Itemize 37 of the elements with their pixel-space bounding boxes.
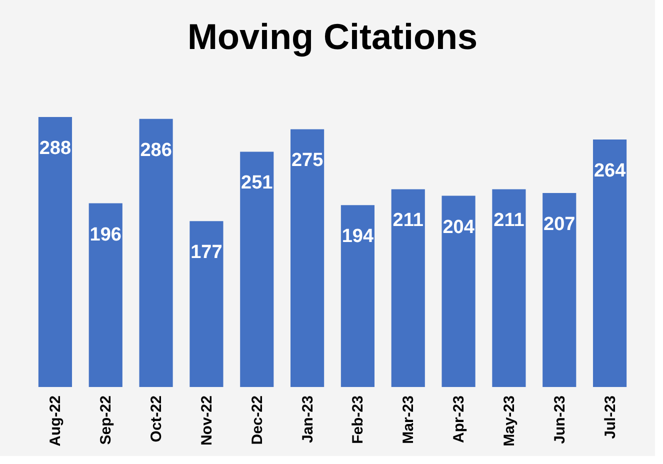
bar (391, 189, 425, 387)
x-tick-label: Aug-22 (47, 396, 64, 446)
chart-title: Moving Citations (188, 16, 478, 57)
x-tick-label: Jan-23 (299, 396, 316, 444)
x-tick-label: Sep-22 (98, 396, 115, 445)
x-tick-label: May-23 (500, 396, 518, 446)
data-label: 211 (494, 210, 525, 232)
x-tick-label: Jul-23 (602, 396, 619, 439)
bar (442, 196, 476, 387)
data-label: 211 (392, 210, 424, 232)
data-label: 275 (291, 150, 324, 172)
data-label: 264 (594, 160, 626, 182)
data-label: 288 (39, 138, 72, 159)
data-label: 194 (342, 226, 374, 248)
data-label: 207 (544, 214, 576, 235)
bar (542, 192, 576, 387)
data-label: 251 (241, 172, 274, 194)
data-label: 196 (90, 224, 122, 246)
bar (139, 118, 173, 387)
bar (88, 203, 122, 387)
x-tick-label: Oct-22 (148, 396, 166, 442)
bar (190, 221, 224, 387)
bar (593, 140, 627, 387)
bar (38, 117, 72, 387)
bar (290, 129, 324, 387)
x-tick-label: Nov-22 (198, 396, 216, 446)
x-tick-label: Jun-23 (551, 396, 568, 444)
x-tick-label: Apr-23 (450, 396, 468, 444)
bar (340, 205, 374, 387)
data-label: 286 (140, 140, 172, 161)
data-label: 177 (190, 242, 222, 264)
x-tick-label: Mar-23 (400, 396, 418, 444)
x-tick-label: Dec-22 (248, 396, 266, 445)
bar (492, 189, 526, 387)
bar (240, 152, 274, 387)
x-tick-label: Feb-23 (350, 396, 367, 444)
data-label: 204 (442, 216, 475, 238)
